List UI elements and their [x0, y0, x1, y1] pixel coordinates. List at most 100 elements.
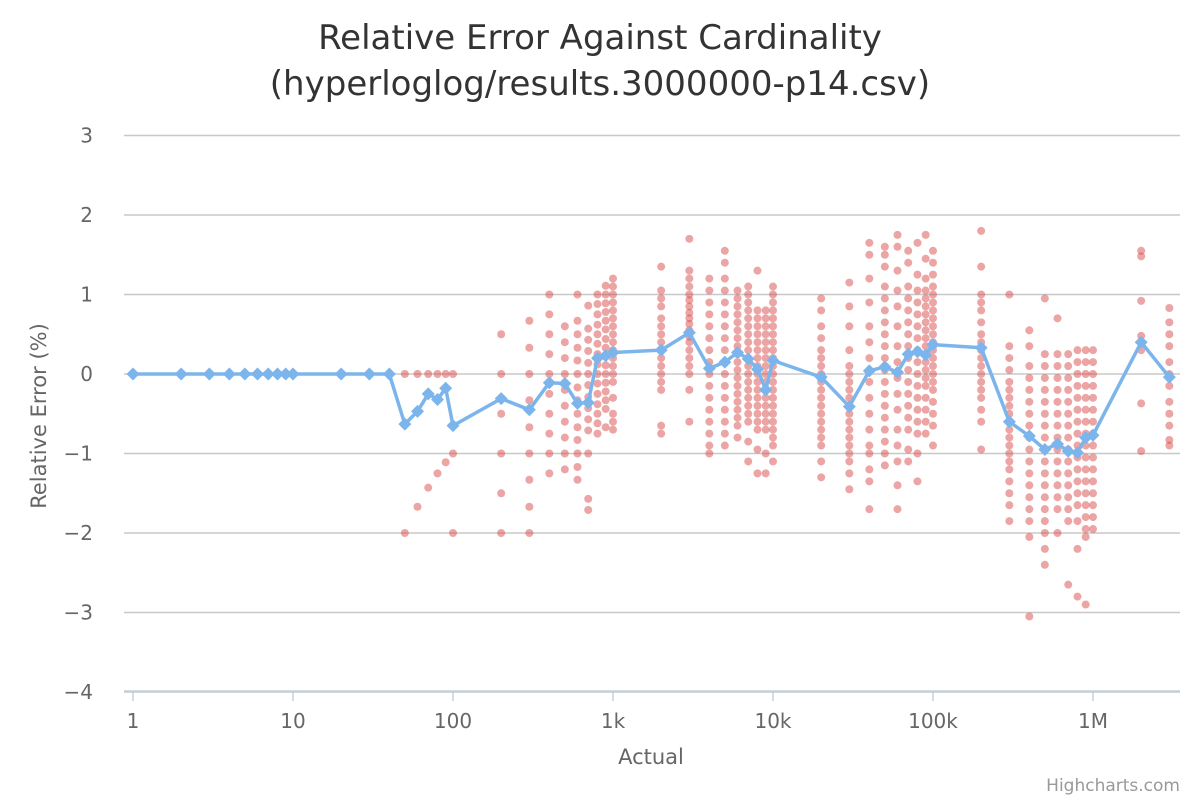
scatter-point[interactable] [1053, 505, 1062, 514]
scatter-point[interactable] [733, 318, 742, 327]
mean-marker-diamond[interactable] [766, 353, 780, 367]
scatter-point[interactable] [977, 417, 986, 426]
mean-marker-diamond[interactable] [702, 361, 716, 375]
scatter-point[interactable] [913, 405, 922, 414]
scatter-point[interactable] [545, 449, 554, 458]
scatter-point[interactable] [880, 401, 889, 410]
scatter-point[interactable] [1081, 358, 1090, 367]
scatter-point[interactable] [573, 290, 582, 299]
scatter-point[interactable] [904, 366, 913, 375]
scatter-point[interactable] [744, 457, 753, 466]
scatter-point[interactable] [733, 421, 742, 430]
scatter-point[interactable] [657, 370, 666, 378]
scatter-point[interactable] [545, 350, 554, 359]
scatter-point[interactable] [1165, 397, 1174, 406]
scatter-point[interactable] [1025, 409, 1034, 418]
scatter-point[interactable] [705, 429, 714, 438]
scatter-point[interactable] [525, 316, 534, 325]
scatter-point[interactable] [733, 310, 742, 319]
scatter-point[interactable] [1053, 469, 1062, 478]
scatter-point[interactable] [904, 294, 913, 303]
scatter-point[interactable] [497, 529, 506, 537]
scatter-point[interactable] [545, 310, 554, 319]
scatter-point[interactable] [744, 346, 753, 355]
scatter-point[interactable] [1073, 405, 1082, 414]
scatter-point[interactable] [685, 234, 694, 243]
scatter-point[interactable] [1025, 445, 1034, 454]
scatter-point[interactable] [865, 250, 874, 259]
scatter-point[interactable] [817, 334, 826, 343]
scatter-point[interactable] [1081, 453, 1090, 462]
scatter-point[interactable] [609, 274, 617, 283]
scatter-point[interactable] [657, 385, 666, 394]
scatter-point[interactable] [769, 338, 777, 347]
scatter-point[interactable] [817, 441, 826, 450]
scatter-point[interactable] [1073, 429, 1082, 438]
scatter-point[interactable] [929, 246, 937, 255]
scatter-point[interactable] [880, 318, 889, 327]
scatter-point[interactable] [893, 342, 902, 351]
scatter-point[interactable] [733, 358, 742, 367]
scatter-point[interactable] [601, 281, 610, 290]
scatter-point[interactable] [593, 419, 602, 428]
scatter-point[interactable] [609, 298, 617, 307]
scatter-point[interactable] [769, 441, 777, 450]
scatter-point[interactable] [865, 449, 874, 458]
scatter-point[interactable] [733, 334, 742, 343]
scatter-point[interactable] [880, 342, 889, 351]
scatter-point[interactable] [904, 445, 913, 454]
scatter-point[interactable] [601, 335, 610, 344]
scatter-point[interactable] [601, 307, 610, 316]
scatter-point[interactable] [744, 282, 753, 291]
scatter-point[interactable] [733, 433, 742, 442]
scatter-point[interactable] [685, 385, 694, 394]
mean-marker-diamond[interactable] [974, 341, 988, 355]
scatter-point[interactable] [817, 385, 826, 394]
scatter-point[interactable] [609, 306, 617, 315]
scatter-point[interactable] [705, 334, 714, 343]
scatter-point[interactable] [769, 306, 777, 315]
scatter-point[interactable] [865, 238, 874, 247]
scatter-point[interactable] [593, 429, 602, 438]
scatter-point[interactable] [904, 282, 913, 291]
scatter-point[interactable] [1040, 529, 1049, 537]
scatter-point[interactable] [817, 401, 826, 410]
mean-marker-diamond[interactable] [1162, 370, 1176, 384]
scatter-point[interactable] [1165, 358, 1174, 367]
scatter-point[interactable] [865, 338, 874, 347]
scatter-point[interactable] [865, 322, 874, 331]
scatter-point[interactable] [893, 481, 902, 490]
scatter-point[interactable] [921, 230, 930, 239]
scatter-point[interactable] [733, 397, 742, 406]
scatter-point[interactable] [657, 362, 666, 371]
scatter-point[interactable] [904, 389, 913, 398]
scatter-point[interactable] [720, 370, 729, 378]
scatter-point[interactable] [497, 370, 506, 378]
scatter-point[interactable] [449, 449, 457, 458]
scatter-point[interactable] [560, 354, 569, 363]
scatter-point[interactable] [1073, 465, 1082, 474]
scatter-point[interactable] [1064, 433, 1073, 442]
scatter-point[interactable] [880, 294, 889, 303]
scatter-point[interactable] [705, 417, 714, 426]
scatter-point[interactable] [753, 393, 762, 402]
scatter-point[interactable] [913, 286, 922, 295]
scatter-point[interactable] [744, 362, 753, 371]
scatter-point[interactable] [657, 262, 666, 271]
scatter-point[interactable] [601, 423, 610, 432]
scatter-point[interactable] [929, 298, 937, 307]
scatter-point[interactable] [904, 318, 913, 327]
scatter-point[interactable] [921, 373, 930, 382]
scatter-point[interactable] [424, 370, 433, 378]
scatter-point[interactable] [913, 270, 922, 279]
scatter-point[interactable] [720, 298, 729, 307]
scatter-point[interactable] [593, 290, 602, 299]
scatter-point[interactable] [657, 286, 666, 295]
scatter-point[interactable] [1053, 350, 1062, 359]
scatter-point[interactable] [705, 322, 714, 331]
scatter-point[interactable] [1064, 421, 1073, 430]
scatter-point[interactable] [929, 370, 937, 378]
scatter-point[interactable] [601, 404, 610, 413]
scatter-point[interactable] [1089, 501, 1097, 510]
scatter-point[interactable] [913, 393, 922, 402]
